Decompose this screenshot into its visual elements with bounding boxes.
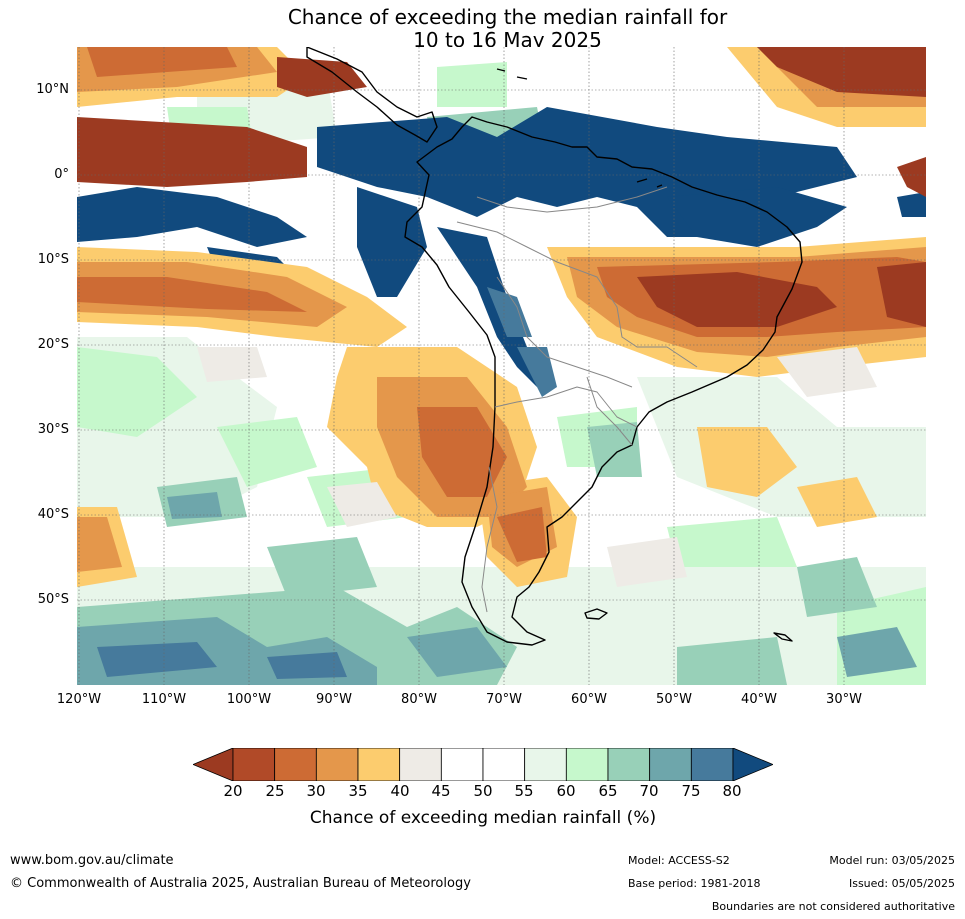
colorbar-tick: 55 [514,782,534,800]
title-line-1: Chance of exceeding the median rainfall … [287,5,728,29]
dark-teal-regions [97,642,347,679]
wet-edge-regions [487,287,557,397]
lat-label-30s: 30°S [37,422,69,437]
colorbar-tick: 25 [265,782,285,800]
colorbar-cell [440,748,484,781]
rainfall-map [77,47,926,685]
lat-label-0: 0° [54,167,69,182]
colorbar-tick: 45 [431,782,451,800]
colorbar-tick: 75 [681,782,701,800]
country-borders [456,186,698,613]
colorbar-tick: 20 [223,782,243,800]
lon-label-110w: 110°W [141,692,187,707]
lat-label-20s: 20°S [37,337,69,352]
colorbar-cell [607,748,651,781]
colorbar-cell [524,748,567,781]
lat-label-10n: 10°N [36,82,69,97]
colorbar-cell [482,748,526,781]
lon-label-30w: 30°W [826,692,862,707]
colorbar-tick: 70 [639,782,659,800]
south-america-coastline [404,116,803,646]
colorbar-cell [315,748,359,781]
colorbar-cell [399,748,442,781]
colorbar-cell [649,748,692,781]
central-america-coastline [306,47,438,143]
south-georgia [773,632,793,642]
grey-regions [197,347,877,587]
colorbar-tick: 65 [598,782,618,800]
colorbar-cell [565,748,609,781]
lon-label-70w: 70°W [486,692,522,707]
copyright-text: © Commonwealth of Australia 2025, Austra… [10,876,471,891]
colorbar-cell [274,748,317,781]
lat-label-10s: 10°S [37,252,69,267]
coastlines [306,47,803,646]
model-text: Model: ACCESS-S2 [628,854,730,867]
colorbar-tick: 60 [556,782,576,800]
lon-label-120w: 120°W [56,692,102,707]
base-period-text: Base period: 1981-2018 [628,877,761,890]
model-run-text: Model run: 03/05/2025 [829,854,955,867]
graticule [77,47,926,685]
colorbar-cell [690,748,734,781]
lon-label-80w: 80°W [401,692,437,707]
lon-label-40w: 40°W [741,692,777,707]
colorbar-tick: 50 [473,782,493,800]
lat-label-40s: 40°S [37,507,69,522]
lon-label-60w: 60°W [571,692,607,707]
colorbar-arrow-high [732,748,773,781]
lon-label-100w: 100°W [226,692,272,707]
lon-label-90w: 90°W [316,692,352,707]
caribbean-islands [496,68,663,188]
colorbar-tick: 40 [390,782,410,800]
lon-label-50w: 50°W [656,692,692,707]
issued-text: Issued: 05/05/2025 [848,877,955,890]
falkland-islands [584,608,608,620]
disclaimer-text: Boundaries are not considered authoritat… [711,900,955,913]
website-text: www.bom.gov.au/climate [10,853,174,868]
colorbar-tick: 80 [722,782,742,800]
colorbar-cell [357,748,401,781]
colorbar-tick: 30 [306,782,326,800]
colorbar-cell [232,748,276,781]
lat-label-50s: 50°S [37,592,69,607]
colorbar-tick: 35 [348,782,368,800]
colorbar-arrow-low [193,748,234,781]
brown-regions [77,47,926,327]
title-line-2: 10 to 16 May 2025 [413,28,602,52]
colorbar [193,748,773,781]
rainfall-map-svg [77,47,926,685]
colorbar-title: Chance of exceeding median rainfall (%) [309,808,657,828]
map-title: Chance of exceeding the median rainfall … [0,6,965,52]
